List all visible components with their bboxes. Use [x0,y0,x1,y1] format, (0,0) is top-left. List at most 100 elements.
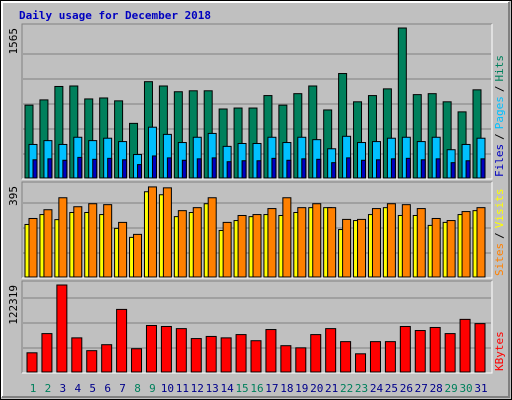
bar [401,204,411,278]
bar [88,203,98,278]
bar [361,159,367,179]
bar [32,159,38,179]
x-tick-label: 31 [474,382,487,395]
legend-entry: Pages [493,96,506,129]
bar [446,220,456,278]
x-tick-label: 1 [30,382,37,395]
x-tick-label: 28 [430,382,443,395]
bar [133,233,143,278]
x-tick-label: 24 [370,382,384,395]
panel-bevel-dark [21,181,492,278]
chart-title: Daily usage for December 2018 [19,9,211,22]
bar [62,159,68,179]
panel-bevel-dark [21,280,492,373]
bar [56,284,68,373]
bar [480,158,486,179]
x-tick-label: 15 [235,382,248,395]
bar [435,158,441,179]
bar [256,160,262,179]
legend-entry: KBytes [493,331,506,371]
bar [41,333,53,373]
bar [371,208,381,278]
x-tick-label: 17 [265,382,278,395]
x-tick-label: 2 [45,382,52,395]
bar [450,162,456,179]
bar [267,208,277,278]
legend: KBytes [493,331,506,371]
bar [122,159,128,179]
legend: Sites / Visits [493,189,506,277]
legend-separator: / [493,133,506,140]
panel-bevel-light [22,281,493,374]
bar [226,161,232,179]
x-tick-label: 30 [459,382,472,395]
x-tick-label: 11 [176,382,189,395]
bar [175,328,187,373]
x-tick-label: 18 [280,382,293,395]
bar [310,334,322,373]
bar [357,218,367,278]
bar [282,197,292,278]
bar [241,160,247,179]
x-tick-label: 20 [310,382,323,395]
panel-bevel-light [22,24,493,180]
x-tick-label: 29 [445,382,458,395]
x-tick-label: 14 [221,382,235,395]
bar [295,347,307,373]
bar [160,325,172,373]
x-tick-label: 16 [250,382,263,395]
bar [414,330,426,373]
bar [250,340,262,373]
bar [58,197,68,278]
x-tick-label: 19 [295,382,308,395]
bar [265,329,277,373]
x-tick-label: 21 [325,382,338,395]
x-tick-label: 3 [60,382,67,395]
x-tick-label: 23 [355,382,368,395]
bar [342,218,352,278]
bar [207,197,217,278]
bar [346,157,352,179]
bar [26,352,38,373]
bar [390,158,396,179]
bar [147,186,157,278]
bar [461,211,471,278]
bar [107,157,113,179]
bar [220,337,232,373]
y-tick-label: 1565 [7,28,20,55]
y-tick-label: 395 [7,186,20,206]
bar [77,156,83,179]
bar [73,206,83,278]
x-tick-label: 13 [206,382,219,395]
bar [384,341,396,373]
bar [312,203,322,278]
bar [103,204,113,278]
legend-separator: / [493,232,506,239]
bar [316,158,322,179]
bar [420,159,426,179]
x-tick-label: 10 [161,382,174,395]
x-tick-label: 8 [134,382,141,395]
bar [101,344,113,373]
bar [71,337,83,373]
bar [151,155,157,179]
bar [181,159,187,179]
bar [43,209,53,278]
bar [331,162,337,179]
bar [252,214,262,278]
bar [476,207,486,278]
x-tick-label: 6 [104,382,111,395]
legend-separator: / [493,86,506,93]
bar [286,159,292,179]
bar [211,157,217,179]
bar [429,326,441,373]
bar [355,353,367,373]
bar [118,221,128,278]
legend-entry: Files [493,144,506,177]
legend-entry: Visits [493,189,506,229]
x-tick-label: 4 [74,382,81,395]
x-tick-label: 27 [415,382,428,395]
legend: Files / Pages / Hits [493,55,506,177]
bar [192,207,202,278]
bar [399,325,411,373]
